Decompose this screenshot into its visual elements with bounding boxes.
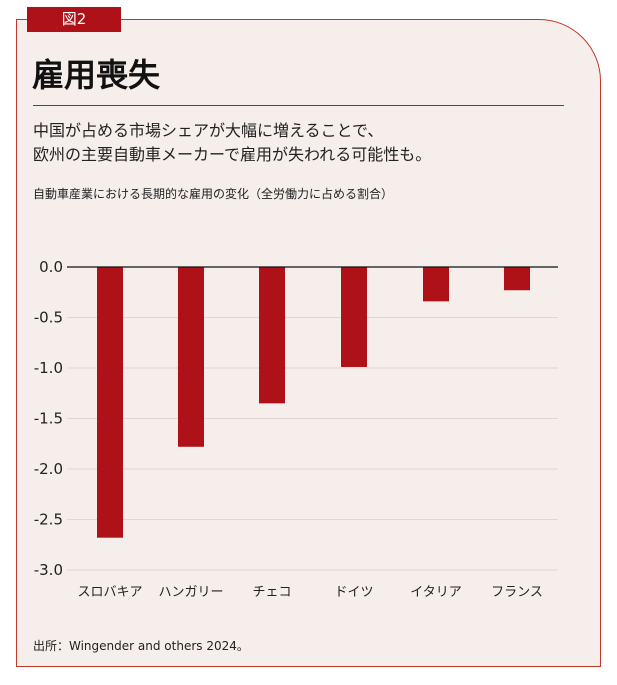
subtitle-line-2: 欧州の主要自動車メーカーで雇用が失われる可能性も。 <box>33 145 432 164</box>
x-tick-label: スロバキア <box>77 585 142 600</box>
x-tick-label: ハンガリー <box>158 585 223 600</box>
subtitle-line-1: 中国が占める市場シェアが大幅に増えることで、 <box>33 121 384 140</box>
bar-2 <box>259 267 285 404</box>
figure-tag: 図2 <box>27 7 121 32</box>
y-tick-label: -0.5 <box>34 309 63 327</box>
bar-0 <box>97 267 123 538</box>
bar-3 <box>341 267 367 367</box>
x-tick-label: フランス <box>491 585 543 600</box>
chart-title: 自動車産業における長期的な雇用の変化（全労働力に占める割合） <box>33 187 394 201</box>
x-tick-label: チェコ <box>252 585 291 600</box>
y-tick-label: -1.0 <box>34 359 63 377</box>
y-tick-label: 0.0 <box>39 258 63 276</box>
y-tick-label: -2.5 <box>34 511 63 529</box>
figure-title: 雇用喪失 <box>32 56 161 94</box>
bar-5 <box>504 267 530 291</box>
title-divider <box>33 105 564 106</box>
y-tick-label: -1.5 <box>34 410 63 428</box>
source-note: 出所：Wingender and others 2024。 <box>33 639 249 653</box>
x-tick-label: ドイツ <box>334 585 373 600</box>
y-tick-label: -3.0 <box>34 561 63 579</box>
x-tick-label: イタリア <box>410 585 461 600</box>
y-tick-label: -2.0 <box>34 460 63 478</box>
bar-1 <box>178 267 204 447</box>
bar-4 <box>423 267 449 302</box>
